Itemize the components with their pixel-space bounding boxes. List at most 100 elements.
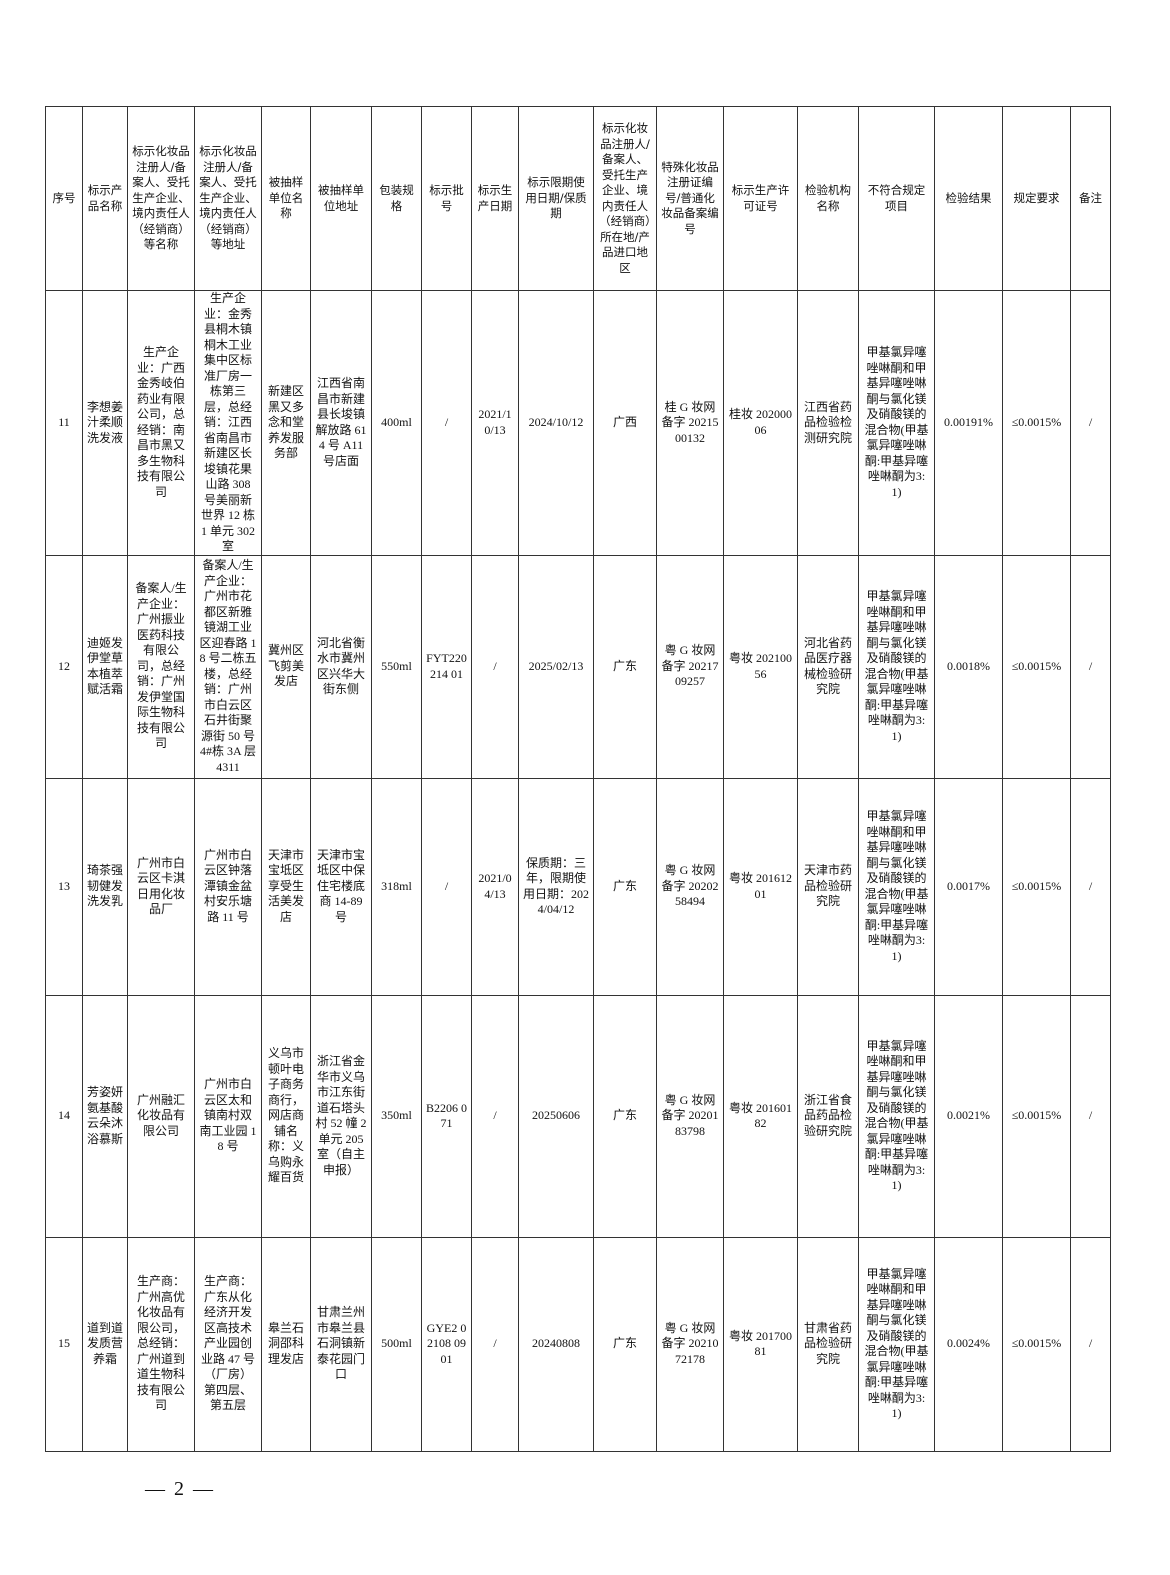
table-cell: ≤0.0015% [1002,1236,1071,1452]
column-header: 备注 [1070,106,1111,291]
table-cell: 粤 G 妆网备字 2021709257 [656,554,724,779]
table-cell: 2021/04/13 [471,777,519,996]
table-header-row: 序号 标示产品名称 标示化妆品注册人/备案人、受托生产企业、境内责任人（经销商）等名… [45,106,1111,291]
table-cell: 广东 [593,554,657,779]
table-cell: 备案人/生产企业：广州振业医药科技有限公司，总经销：广州发伊堂国际生物科技有限公… [127,554,195,779]
table-cell: / [1070,290,1111,556]
column-header: 标示产品名称 [82,106,128,291]
table-cell: / [421,777,472,996]
table-cell: 甲基氯异噻唑啉酮和甲基异噻唑啉酮与氯化镁及硝酸镁的混合物(甲基氯异噻唑啉酮:甲基… [858,777,935,996]
table-cell: / [1070,777,1111,996]
table-cell: 12 [45,554,83,779]
table-cell: 河北省药品医疗器械检验研究院 [797,554,859,779]
table-cell: 广东 [593,777,657,996]
table-cell: 芳姿妍氨基酸云朵沐浴慕斯 [82,994,128,1238]
table-cell: 粤 G 妆网备字 2020183798 [656,994,724,1238]
table-cell: 迪姬发伊堂草本植萃赋活霜 [82,554,128,779]
table-cell: 广东 [593,994,657,1238]
column-header: 标示化妆品注册人/备案人、受托生产企业、境内责任人（经销商）所在地/产品进口地区 [593,106,657,291]
column-header: 检验机构名称 [797,106,859,291]
table-cell: 备案人/生产企业：广州市花都区新雅镜湖工业区迎春路 18 号二栋五楼，总经销：广… [194,554,262,779]
table-cell: 桂妆 20200006 [723,290,798,556]
table-cell: 广州市白云区钟落潭镇金盆村安乐塘路 11 号 [194,777,262,996]
table-cell: 甘肃省药品检验研究院 [797,1236,859,1452]
column-header: 不符合规定项目 [858,106,935,291]
table-cell: 李想姜汁柔顺洗发液 [82,290,128,556]
table-row: 14 芳姿妍氨基酸云朵沐浴慕斯 广州融汇化妆品有限公司 广州市白云区太和镇南村双南工业… [45,994,1111,1238]
table-cell: 0.0021% [934,994,1003,1238]
table-cell: 500ml [371,1236,422,1452]
table-cell: ≤0.0015% [1002,290,1071,556]
table-cell: 浙江省食品药品检验研究院 [797,994,859,1238]
table-cell: 粤妆 20160182 [723,994,798,1238]
table-cell: 甘肃兰州市皋兰县石洞镇新泰花园门口 [310,1236,372,1452]
table-cell: / [471,554,519,779]
table-row: 11 李想姜汁柔顺洗发液 生产企业：广西金秀岐伯药业有限公司，总经销：南昌市黑又多生… [45,290,1111,556]
table-cell: 甲基氯异噻唑啉酮和甲基异噻唑啉酮与氯化镁及硝酸镁的混合物(甲基氯异噻唑啉酮:甲基… [858,554,935,779]
table-cell: 广州市白云区太和镇南村双南工业园 18 号 [194,994,262,1238]
table-cell: / [1070,994,1111,1238]
table-cell: 0.0017% [934,777,1003,996]
column-header: 序号 [45,106,83,291]
table-cell: / [471,994,519,1238]
table-cell: 生产商：广州高优化妆品有限公司，总经销：广州道到道生物科技有限公司 [127,1236,195,1452]
column-header: 标示生产许可证号 [723,106,798,291]
table-cell: 江西省药品检验检测研究院 [797,290,859,556]
table-row: 15 道到道发质营养霜 生产商：广州高优化妆品有限公司，总经销：广州道到道生物科技有… [45,1236,1111,1452]
table-cell: B2206 071 [421,994,472,1238]
table-cell: 新建区黑又多念和堂养发服务部 [261,290,311,556]
table-cell: 皋兰石洞邵科理发店 [261,1236,311,1452]
table-cell: 粤 G 妆网备字 2021072178 [656,1236,724,1452]
table-cell: 广东 [593,1236,657,1452]
table-cell: 生产企业：广西金秀岐伯药业有限公司，总经销：南昌市黑又多生物科技有限公司 [127,290,195,556]
table-cell: / [421,290,472,556]
column-header: 标示生产日期 [471,106,519,291]
table-cell: 2024/10/12 [518,290,594,556]
column-header: 特殊化妆品注册证编号/普通化妆品备案编号 [656,106,724,291]
table-cell: 粤妆 20170081 [723,1236,798,1452]
table-cell: / [1070,1236,1111,1452]
sampling-results-table: 序号 标示产品名称 标示化妆品注册人/备案人、受托生产企业、境内责任人（经销商）等名… [45,106,1111,1452]
column-header: 标示化妆品注册人/备案人、受托生产企业、境内责任人（经销商）等名称 [127,106,195,291]
table-cell: 0.00191% [934,290,1003,556]
table-cell: 桂 G 妆网备字 2021500132 [656,290,724,556]
table-cell: 生产商：广东从化经济开发区高技术产业园创业路 47 号（厂房）第四层、第五层 [194,1236,262,1452]
table-cell: 0.0018% [934,554,1003,779]
table-cell: 生产企业：金秀县桐木镇桐木工业集中区标准厂房一栋第三层，总经销：江西省南昌市新建… [194,290,262,556]
table-cell: 广西 [593,290,657,556]
table-cell: 14 [45,994,83,1238]
table-cell: 20250606 [518,994,594,1238]
table-cell: 13 [45,777,83,996]
table-cell: 318ml [371,777,422,996]
page-number: — 2 — [145,1478,215,1500]
column-header: 标示限期使用日期/保质期 [518,106,594,291]
table-cell: 天津市宝坻区中保住宅楼底商 14-89 号 [310,777,372,996]
table-cell: 浙江省金华市义乌市江东街道石塔头村 52 幢 2 单元 205 室（自主申报） [310,994,372,1238]
table-row: 13 琦茶强韧健发洗发乳 广州市白云区卡淇日用化妆品厂 广州市白云区钟落潭镇金盆村安乐… [45,777,1111,996]
table-cell: 甲基氯异噻唑啉酮和甲基异噻唑啉酮与氯化镁及硝酸镁的混合物(甲基氯异噻唑啉酮:甲基… [858,1236,935,1452]
column-header: 规定要求 [1002,106,1071,291]
table-cell: 广州融汇化妆品有限公司 [127,994,195,1238]
table-cell: 义乌市顿叶电子商务商行，网店商铺名称：义乌购永耀百货 [261,994,311,1238]
table-cell: 0.0024% [934,1236,1003,1452]
table-cell: 甲基氯异噻唑啉酮和甲基异噻唑啉酮与氯化镁及硝酸镁的混合物(甲基氯异噻唑啉酮:甲基… [858,994,935,1238]
table-cell: ≤0.0015% [1002,994,1071,1238]
column-header: 标示化妆品注册人/备案人、受托生产企业、境内责任人（经销商）等地址 [194,106,262,291]
table-cell: 河北省衡水市冀州区兴华大街东侧 [310,554,372,779]
table-cell: / [1070,554,1111,779]
table-cell: 400ml [371,290,422,556]
table-cell: 2021/10/13 [471,290,519,556]
table-cell: / [471,1236,519,1452]
column-header: 标示批号 [421,106,472,291]
table-cell: 冀州区飞剪美发店 [261,554,311,779]
table-cell: 保质期：三年，限期使用日期：2024/04/12 [518,777,594,996]
table-cell: 粤 G 妆网备字 2020258494 [656,777,724,996]
table-cell: 粤妆 20210056 [723,554,798,779]
table-cell: ≤0.0015% [1002,777,1071,996]
table-cell: 20240808 [518,1236,594,1452]
table-cell: GYE2 02108 0901 [421,1236,472,1452]
column-header: 被抽样单位名称 [261,106,311,291]
table-cell: 粤妆 20161201 [723,777,798,996]
table-cell: FYT220214 01 [421,554,472,779]
column-header: 包装规格 [371,106,422,291]
